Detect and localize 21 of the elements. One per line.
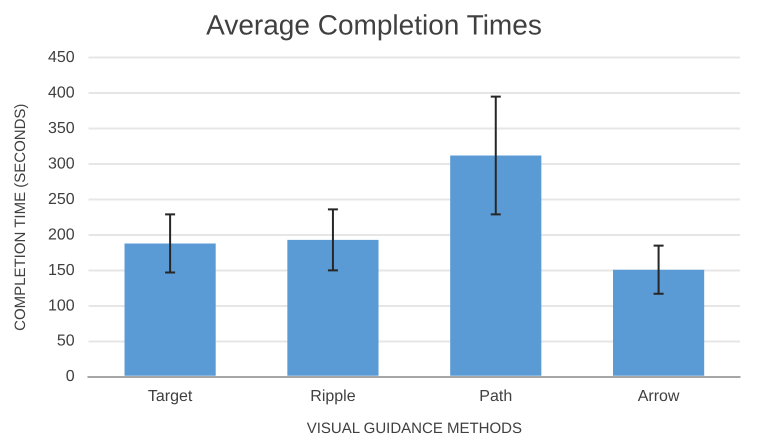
y-axis-title: COMPLETION TIME (SECONDS) [12,104,30,331]
bar [124,243,216,376]
y-tick-label: 0 [66,368,75,386]
bar [450,155,542,376]
y-tick-label: 50 [56,332,75,350]
y-tick-label: 350 [48,120,75,137]
y-tick-label: 200 [48,226,75,244]
chart-title: Average Completion Times [206,10,542,41]
y-tick-label: 250 [48,190,75,208]
y-tick-label: 300 [48,155,75,172]
y-tick-label: 400 [48,84,75,102]
x-tick-label: Arrow [638,388,680,405]
bar [612,270,704,376]
x-tick-label: Ripple [310,388,356,405]
x-tick-label: Path [479,388,512,405]
y-tick-label: 450 [48,49,75,66]
x-axis-title: VISUAL GUIDANCE METHODS [306,420,522,438]
y-tick-label: 100 [48,297,75,314]
x-tick-label: Target [148,388,193,405]
y-tick-label: 150 [48,262,75,279]
bar [287,240,379,376]
